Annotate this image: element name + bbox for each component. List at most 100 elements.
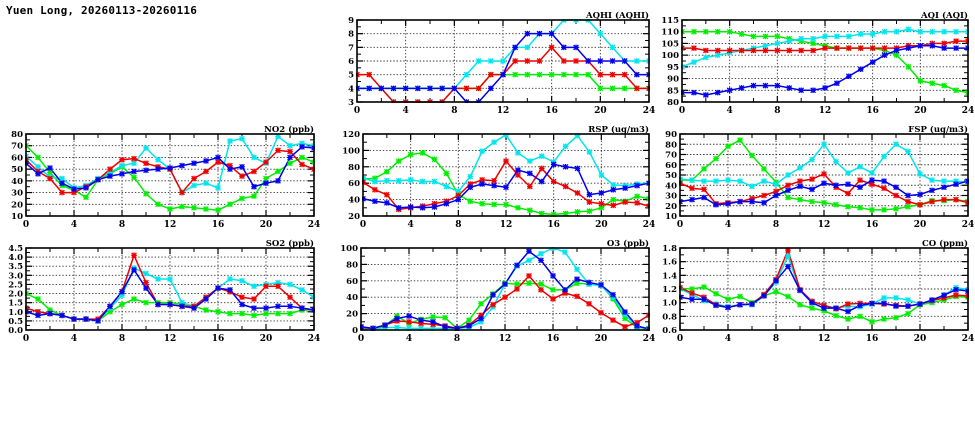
data-point-marker [512,71,519,78]
data-point-marker [463,85,470,92]
data-point-marker [689,296,695,303]
data-point-marker [621,71,628,78]
x-tick-label: 0 [354,106,360,116]
data-point-marker [227,138,233,144]
data-point-marker [431,200,438,207]
data-point-marker [419,150,426,156]
data-point-marker [726,28,733,35]
data-point-marker [633,85,640,92]
data-point-marker [929,28,936,35]
data-point-marker [239,277,245,284]
data-point-marker [905,198,911,205]
data-point-marker [155,276,161,282]
data-point-marker [905,148,911,155]
data-point-marker [455,192,462,199]
data-point-marker [905,297,911,303]
data-point-marker [929,42,936,49]
data-point-marker [953,292,959,299]
x-tick-label: 4 [403,106,409,116]
data-point-marker [562,286,568,293]
data-point-marker [869,206,875,213]
data-point-marker [538,178,545,185]
data-point-marker [574,266,580,273]
data-point-marker [941,82,948,89]
data-point-marker [119,288,125,295]
data-point-marker [478,300,484,307]
data-point-marker [797,183,803,190]
x-tick-label: 24 [308,220,321,230]
data-point-marker [550,273,556,279]
data-point-marker [881,153,887,160]
data-point-marker [390,85,397,92]
data-point-marker [622,323,628,330]
data-point-marker [442,314,448,321]
data-point-marker [953,181,959,188]
x-tick-label: 8 [451,106,457,116]
data-point-marker [514,286,520,292]
data-point-marker [382,322,388,328]
data-point-marker [822,85,828,91]
data-point-marker [475,58,482,64]
data-point-marker [881,300,887,307]
data-point-marker [215,308,221,315]
data-point-marker [479,200,486,207]
data-point-marker [251,283,257,290]
x-tick-label: 20 [260,334,273,344]
y-tick-label: 80 [346,260,358,270]
data-point-marker [726,47,733,54]
y-tick-label: 3.5 [8,262,23,272]
data-point-marker [809,156,815,163]
data-point-marker [47,310,53,317]
data-point-marker [905,192,911,199]
data-point-marker [905,45,912,51]
data-point-marker [299,305,305,311]
data-point-marker [774,82,781,89]
data-point-marker [59,180,65,187]
data-point-marker [203,206,209,212]
data-point-marker [773,181,779,188]
x-tick-label: 0 [23,220,29,230]
data-point-marker [107,169,113,176]
data-point-marker [479,148,486,155]
data-point-marker [905,26,912,33]
data-point-marker [107,166,113,173]
data-point-marker [487,85,494,92]
y-tick-label: 115 [661,16,679,26]
data-point-marker [713,290,719,297]
data-point-marker [467,173,474,180]
data-point-marker [845,203,851,210]
data-point-marker [491,201,497,208]
data-point-marker [761,292,767,299]
data-point-marker [430,318,436,325]
data-point-marker [713,201,719,208]
y-tick-label: 1.4 [662,271,677,281]
data-point-marker [798,47,805,54]
data-point-marker [610,317,616,324]
data-point-marker [881,52,888,59]
data-point-marker [785,293,791,300]
chart-o3: 0 20 40 60 80 100 0 4 8 12 16 20 24 O3 (ppb) [340,238,655,344]
data-point-marker [941,292,947,299]
data-point-marker [725,296,731,303]
data-point-marker [275,177,281,184]
data-point-marker [725,304,731,311]
data-point-marker [714,28,721,35]
data-point-marker [597,30,604,37]
data-point-marker [443,200,450,207]
x-tick-label: 24 [962,106,975,116]
chart-title-so2: SO2 (ppb) [266,238,314,249]
data-point-marker [299,161,305,168]
data-point-marker [383,168,390,175]
data-point-marker [810,40,816,47]
data-point-marker [773,288,779,295]
data-point-marker [143,285,149,291]
chart-panel-aqhi: 3 4 5 6 7 8 9 0 4 8 12 16 20 24 AQHI (AQHI) [335,10,657,120]
data-point-marker [95,318,101,324]
data-point-marker [941,184,947,191]
data-point-marker [798,87,805,94]
data-point-marker [749,183,755,190]
data-point-marker [131,174,137,181]
data-point-marker [503,201,509,208]
data-point-marker [574,165,581,172]
data-point-marker [227,287,233,293]
